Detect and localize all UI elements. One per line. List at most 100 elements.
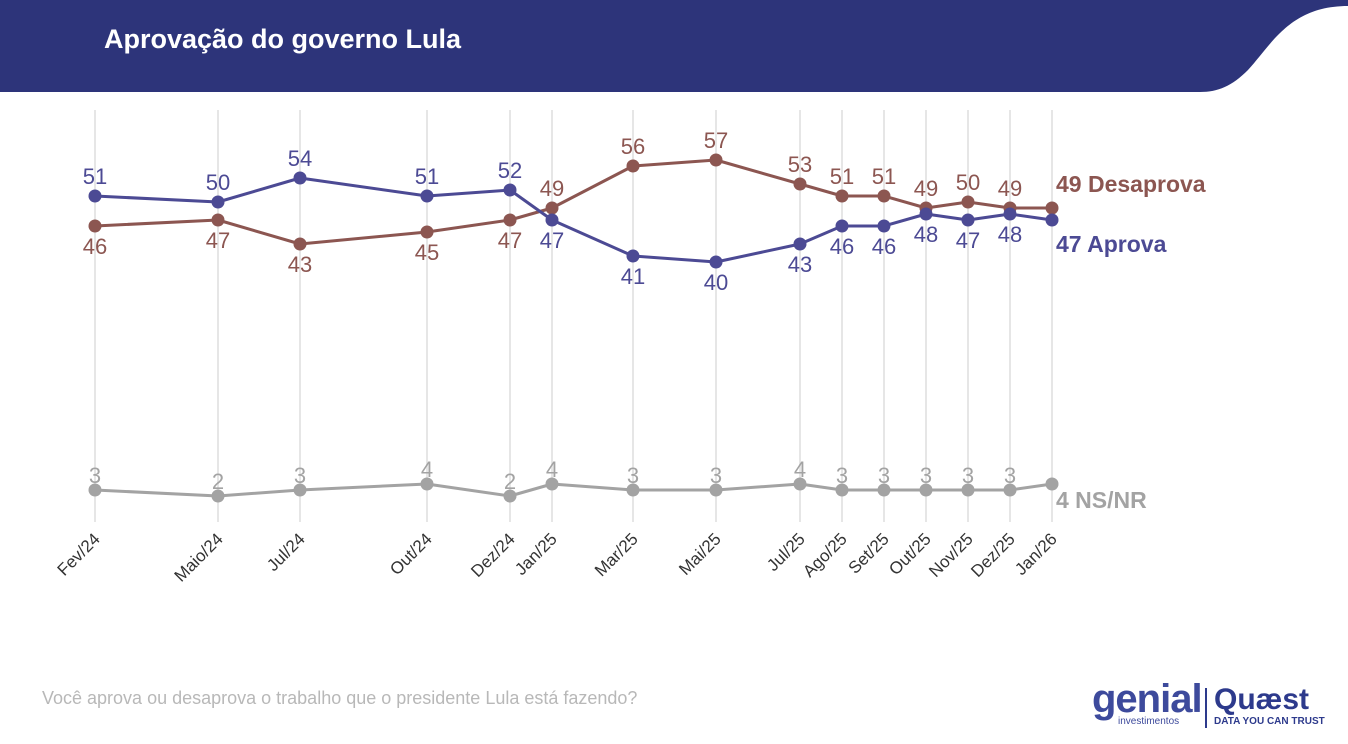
data-label-desaprova: 49 [914,176,938,201]
data-point-aprova [1045,213,1059,227]
data-label-aprova: 52 [498,158,522,183]
data-label-desaprova: 49 [540,176,564,201]
data-point-aprova [88,189,102,203]
data-label-desaprova: 53 [788,152,812,177]
data-point-ns-nr [709,483,723,497]
data-point-ns-nr [835,483,849,497]
data-point-aprova [919,207,933,221]
x-tick-label: Mar/25 [591,529,642,580]
data-point-ns-nr [211,489,225,503]
x-tick-label: Set/25 [845,529,893,577]
data-label-desaprova: 47 [498,228,522,253]
x-tick-label: Nov/25 [925,529,977,581]
data-label-desaprova: 45 [415,240,439,265]
x-tick-label: Jan/26 [1011,529,1061,579]
data-label-aprova: 46 [872,234,896,259]
chart-series [88,153,1059,503]
data-label-aprova: 48 [914,222,938,247]
data-label-desaprova: 49 [998,176,1022,201]
data-label-ns-nr: 3 [836,463,848,488]
data-label-ns-nr: 3 [878,463,890,488]
data-point-ns-nr [88,483,102,497]
data-point-ns-nr [961,483,975,497]
data-point-desaprova [420,225,434,239]
data-point-desaprova [626,159,640,173]
data-label-desaprova: 57 [704,128,728,153]
data-label-ns-nr: 3 [294,463,306,488]
data-label-ns-nr: 3 [627,463,639,488]
x-tick-label: Fev/24 [54,529,104,579]
page-title: Aprovação do governo Lula [104,24,462,54]
data-label-aprova: 41 [621,264,645,289]
data-point-aprova [420,189,434,203]
data-label-ns-nr: 2 [212,469,224,494]
data-point-ns-nr [420,477,434,491]
data-point-aprova [793,237,807,251]
series-line-desaprova [94,158,1052,246]
quaest-logo-tagline: DATA YOU CAN TRUST [1214,716,1325,727]
data-label-ns-nr: 3 [1004,463,1016,488]
x-tick-label: Ago/25 [799,529,851,581]
data-point-ns-nr [1045,477,1059,491]
data-label-desaprova: 43 [288,252,312,277]
genial-logo-subtitle: investimentos [1118,716,1180,727]
data-point-ns-nr [626,483,640,497]
data-label-ns-nr: 4 [546,457,558,482]
end-label-desaprova: 49 Desaprova [1056,171,1206,197]
data-point-desaprova [793,177,807,191]
data-point-ns-nr [877,483,891,497]
header-banner [0,0,1348,92]
data-point-ns-nr [293,483,307,497]
data-label-ns-nr: 3 [89,463,101,488]
data-point-desaprova [88,219,102,233]
data-point-aprova [626,249,640,263]
data-label-desaprova: 51 [830,164,854,189]
data-point-desaprova [293,237,307,251]
x-tick-label: Out/25 [885,529,935,579]
data-point-aprova [293,171,307,185]
data-label-aprova: 47 [540,228,564,253]
data-point-desaprova [709,153,723,167]
data-point-desaprova [877,189,891,203]
end-label-ns-nr: 4 NS/NR [1056,487,1147,513]
data-point-ns-nr [545,477,559,491]
data-label-aprova: 50 [206,170,230,195]
data-point-ns-nr [503,489,517,503]
data-label-aprova: 43 [788,252,812,277]
data-point-desaprova [545,201,559,215]
quaest-logo: Quæst [1214,683,1310,716]
survey-question: Você aprova ou desaprova o trabalho que … [42,688,638,708]
x-tick-label: Out/24 [386,529,436,579]
series-line-ns-nr [94,482,1053,498]
data-label-desaprova: 50 [956,170,980,195]
data-label-ns-nr: 3 [710,463,722,488]
header-background [0,0,1348,92]
data-point-aprova [709,255,723,269]
data-point-aprova [961,213,975,227]
series-end-labels: 49 Desaprova 47 Aprova 4 NS/NR [1056,171,1206,513]
data-point-desaprova [503,213,517,227]
x-tick-label: Jan/25 [511,529,561,579]
data-label-aprova: 46 [830,234,854,259]
data-point-ns-nr [793,477,807,491]
data-label-ns-nr: 3 [962,463,974,488]
x-tick-label: Dez/25 [967,529,1019,581]
series-line-aprova [94,176,1053,264]
data-point-aprova [835,219,849,233]
end-label-aprova: 47 Aprova [1056,231,1167,257]
data-label-ns-nr: 4 [421,457,433,482]
logo-divider [1205,688,1207,728]
data-label-aprova: 54 [288,146,312,171]
data-point-aprova [877,219,891,233]
data-point-desaprova [211,213,225,227]
grid-lines [94,110,1053,522]
x-tick-label: Maio/24 [171,529,227,585]
data-label-desaprova: 51 [872,164,896,189]
data-point-desaprova [835,189,849,203]
data-label-desaprova: 56 [621,134,645,159]
data-point-aprova [1003,207,1017,221]
data-point-aprova [503,183,517,197]
